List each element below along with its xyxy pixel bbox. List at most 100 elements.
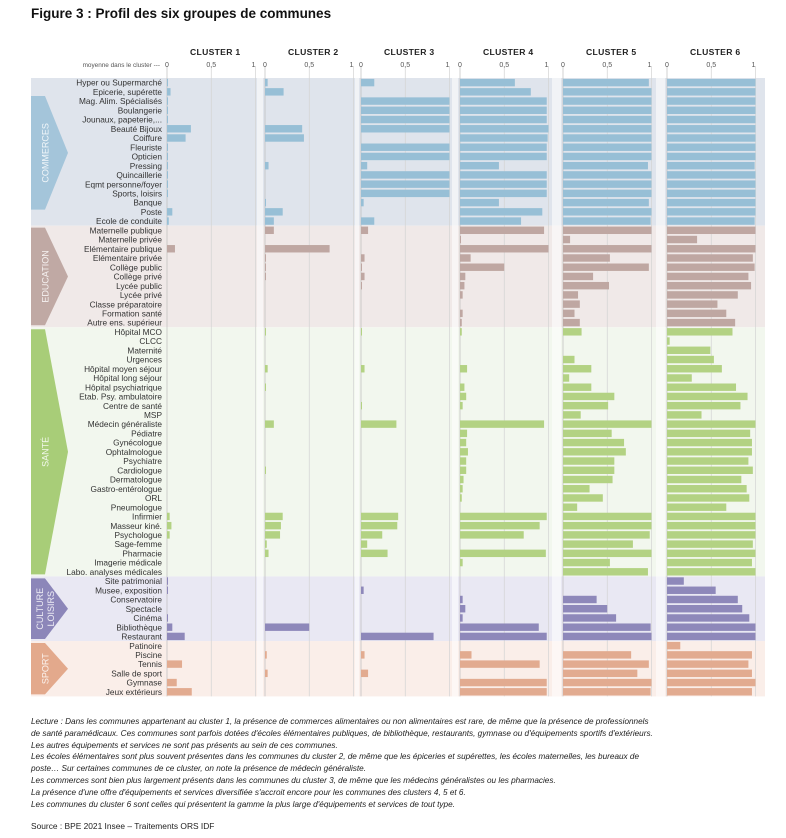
bar-cluster-5 <box>563 125 652 133</box>
tick-label: 0,5 <box>499 62 509 69</box>
bar-cluster-6 <box>667 586 716 594</box>
row-label: Piscine <box>135 650 162 660</box>
bar-cluster-5 <box>563 272 594 281</box>
row-label: Maternelle privée <box>98 235 162 245</box>
row-label: Epicerie, supérette <box>93 87 163 97</box>
bar-cluster-2 <box>265 383 266 391</box>
bar-cluster-3 <box>361 586 364 594</box>
bar-cluster-6 <box>667 245 756 253</box>
panel-separators <box>257 78 665 697</box>
bar-cluster-1 <box>167 88 171 96</box>
bar-cluster-4 <box>460 263 505 271</box>
section-label: CULTURE <box>35 588 45 630</box>
bar-cluster-6 <box>667 97 756 105</box>
row-label: Sports, loisirs <box>112 188 162 198</box>
section-label: COMMERCES <box>40 123 50 183</box>
bar-cluster-6 <box>667 521 756 530</box>
bar-cluster-4 <box>460 78 515 87</box>
note-line: Les autres équipements et services ne so… <box>31 740 338 750</box>
cluster-title-6: CLUSTER 6 <box>690 47 740 57</box>
row-label: Cardiologue <box>117 465 162 475</box>
bar-cluster-5 <box>563 355 575 364</box>
row-label: MSP <box>144 410 162 420</box>
bar-cluster-6 <box>667 337 670 345</box>
bar-cluster-4 <box>460 143 547 151</box>
row-0-1: Epicerie, supérette <box>93 87 756 97</box>
bar-cluster-5 <box>563 365 592 373</box>
bar-cluster-4 <box>460 595 463 604</box>
row-label: Elémentaire privée <box>93 253 163 263</box>
figure-title: Figure 3 : Profil des six groupes de com… <box>31 6 332 21</box>
bar-cluster-5 <box>563 226 652 235</box>
row-2-14: Psychiatre <box>123 456 749 466</box>
bar-cluster-4 <box>460 549 546 558</box>
row-2-25: Imagerie médicale <box>94 558 752 568</box>
panel-gap <box>452 78 458 697</box>
bar-cluster-5 <box>563 235 571 244</box>
tick-label: 1 <box>252 62 256 69</box>
bar-cluster-6 <box>667 595 738 604</box>
bar-cluster-4 <box>460 180 547 188</box>
bar-cluster-3 <box>361 143 450 151</box>
row-2-18: ORL <box>145 493 750 503</box>
bar-cluster-1 <box>167 152 168 161</box>
row-1-0: Maternelle publique <box>90 225 756 235</box>
row-2-7: Etab. Psy. ambulatoire <box>79 392 748 402</box>
bar-cluster-2 <box>265 125 303 133</box>
bar-cluster-6 <box>667 577 684 585</box>
row-label: Classe préparatoire <box>90 299 163 309</box>
tick-label: 0 <box>665 62 669 69</box>
bar-cluster-3 <box>361 254 365 262</box>
row-label: Jounaux, papeterie,... <box>82 115 162 125</box>
bar-cluster-4 <box>460 448 468 456</box>
row-label: Restaurant <box>121 632 162 642</box>
bar-cluster-3 <box>361 171 450 179</box>
bar-cluster-4 <box>460 125 549 133</box>
bar-cluster-5 <box>563 78 649 87</box>
bar-cluster-2 <box>265 272 266 281</box>
bar-cluster-4 <box>460 420 545 428</box>
bar-cluster-3 <box>361 281 362 290</box>
bar-cluster-5 <box>563 392 615 401</box>
bar-cluster-1 <box>167 623 173 631</box>
row-3-6: Restaurant <box>121 632 756 642</box>
row-0-15: Ecole de conduite <box>96 216 755 226</box>
row-label: Site patrimonial <box>105 576 162 586</box>
row-label: Formation santé <box>102 308 162 318</box>
row-2-3: Urgences <box>126 355 714 365</box>
cluster-title-5: CLUSTER 5 <box>586 47 636 57</box>
tick-label: 0,5 <box>602 62 612 69</box>
row-2-20: Infirmier <box>132 512 756 522</box>
row-label: Hôpital long séjour <box>93 373 162 383</box>
bar-cluster-6 <box>667 392 748 401</box>
bar-cluster-6 <box>667 540 753 548</box>
bar-cluster-1 <box>167 521 172 530</box>
bar-cluster-5 <box>563 318 580 327</box>
bar-cluster-4 <box>460 309 463 318</box>
row-label: Psychiatre <box>123 456 162 466</box>
bar-cluster-5 <box>563 568 648 576</box>
bar-cluster-3 <box>361 198 364 207</box>
bar-cluster-3 <box>361 115 450 124</box>
tick-label: 0,5 <box>206 62 216 69</box>
row-2-15: Cardiologue <box>117 465 753 475</box>
tick-label: 0,5 <box>400 62 410 69</box>
row-4-2: Tennis <box>138 659 749 669</box>
row-2-8: Centre de santé <box>103 401 741 411</box>
bar-cluster-6 <box>667 641 681 650</box>
bar-cluster-5 <box>563 678 652 687</box>
bar-cluster-2 <box>265 669 268 678</box>
bar-cluster-6 <box>667 235 698 244</box>
gridlines <box>166 66 756 697</box>
row-2-24: Pharmacie <box>122 548 756 558</box>
bar-cluster-5 <box>563 558 610 567</box>
bar-cluster-6 <box>667 88 756 96</box>
row-0-11: Eqmt personne/foyer <box>85 179 756 189</box>
row-0-8: Opticien <box>132 152 756 162</box>
row-0-5: Beauté Bijoux <box>111 124 756 134</box>
row-label: Gymnase <box>126 678 162 688</box>
row-label: Quincaillerie <box>116 170 162 180</box>
row-0-14: Poste <box>141 207 756 217</box>
row-label: ORL <box>145 493 162 503</box>
bar-cluster-5 <box>563 614 617 622</box>
